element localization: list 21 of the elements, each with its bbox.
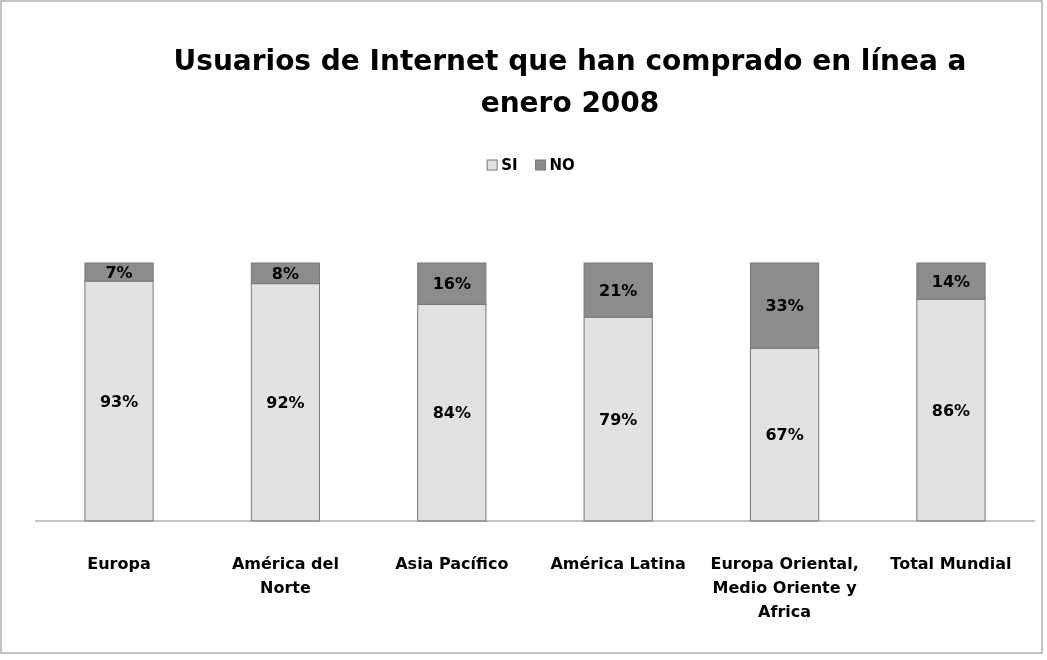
- data-label: 86%: [931, 400, 971, 420]
- legend-label: SI: [501, 156, 518, 174]
- data-label: 84%: [432, 403, 471, 423]
- data-label: 92%: [266, 392, 305, 412]
- data-label: 8%: [271, 263, 299, 283]
- data-label: 93%: [99, 391, 139, 411]
- x-tick-label: Asia Pacífico: [395, 554, 509, 573]
- chart-title: Usuarios de Internet que han comprado en línea a enero 2008: [173, 44, 967, 119]
- data-label: 14%: [931, 271, 971, 291]
- x-tick-label: Total Mundial: [890, 554, 1012, 573]
- x-tick-label: Europa: [87, 554, 151, 573]
- data-label: 33%: [765, 296, 804, 316]
- x-tick-label: Europa Oriental, Medio Oriente y Africa: [710, 554, 859, 621]
- legend-label: NO: [549, 156, 575, 174]
- data-label: 67%: [765, 425, 804, 445]
- data-label: 16%: [432, 274, 471, 294]
- x-tick-label: América Latina: [550, 554, 686, 573]
- x-tick-label: América del Norte: [231, 554, 339, 597]
- data-label: 21%: [599, 280, 638, 300]
- data-label: 79%: [599, 409, 638, 429]
- data-label: 7%: [105, 262, 133, 282]
